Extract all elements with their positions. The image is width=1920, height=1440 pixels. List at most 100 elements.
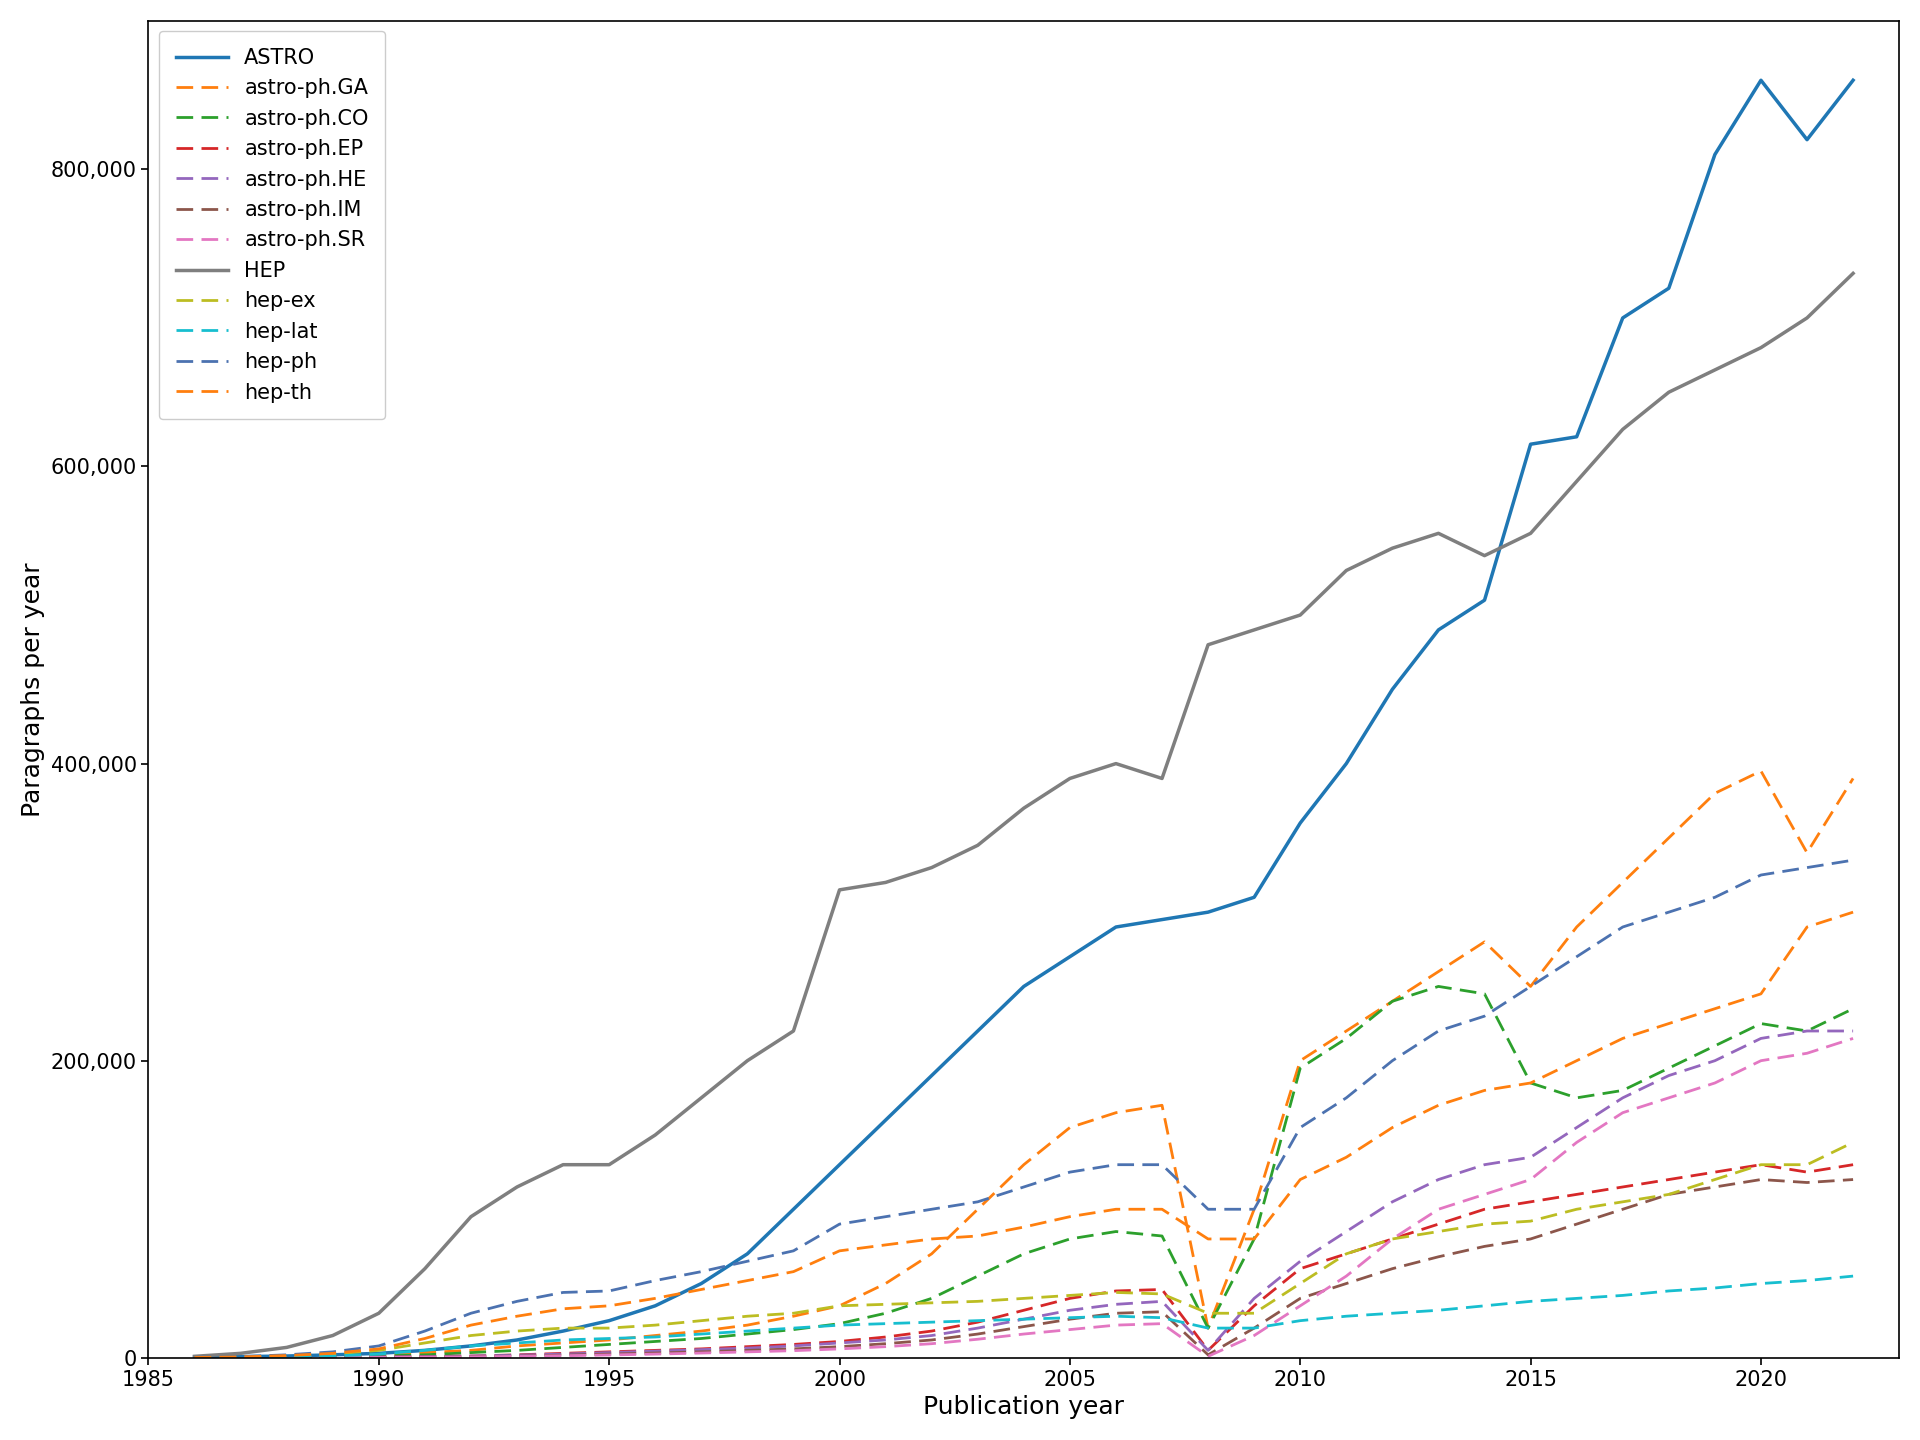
HEP <box>1519 524 1542 541</box>
astro-ph.GA <box>1749 762 1772 779</box>
hep-lat <box>182 1349 205 1367</box>
astro-ph.EP <box>1749 1156 1772 1174</box>
hep-lat <box>597 1331 620 1348</box>
ASTRO <box>689 1274 712 1292</box>
ASTRO <box>920 1067 943 1084</box>
astro-ph.IM <box>275 1349 298 1367</box>
astro-ph.IM <box>1104 1305 1127 1322</box>
hep-lat <box>321 1348 344 1365</box>
hep-ph <box>1427 1022 1450 1040</box>
hep-ex <box>1657 1185 1680 1202</box>
astro-ph.SR <box>1334 1267 1357 1284</box>
astro-ph.EP <box>505 1346 528 1364</box>
HEP <box>1196 636 1219 654</box>
Line: hep-lat: hep-lat <box>194 1276 1853 1358</box>
Line: hep-ex: hep-ex <box>194 1142 1853 1358</box>
astro-ph.EP <box>1841 1156 1864 1174</box>
astro-ph.GA <box>1427 963 1450 981</box>
ASTRO <box>1058 948 1081 965</box>
astro-ph.GA <box>828 1297 851 1315</box>
Line: astro-ph.EP: astro-ph.EP <box>194 1165 1853 1358</box>
astro-ph.EP <box>1058 1290 1081 1308</box>
astro-ph.HE <box>643 1342 666 1359</box>
astro-ph.IM <box>1519 1230 1542 1247</box>
hep-ph <box>781 1243 804 1260</box>
astro-ph.HE <box>367 1348 390 1365</box>
hep-ex <box>1242 1305 1265 1322</box>
hep-lat <box>1427 1302 1450 1319</box>
HEP <box>1611 420 1634 438</box>
astro-ph.IM <box>1473 1238 1496 1256</box>
astro-ph.HE <box>781 1338 804 1355</box>
astro-ph.EP <box>1334 1246 1357 1263</box>
astro-ph.EP <box>275 1349 298 1367</box>
ASTRO <box>1749 72 1772 89</box>
hep-lat <box>1150 1309 1173 1326</box>
hep-th <box>689 1280 712 1297</box>
astro-ph.CO <box>781 1320 804 1338</box>
ASTRO <box>828 1156 851 1174</box>
astro-ph.CO <box>1196 1319 1219 1336</box>
astro-ph.GA <box>321 1348 344 1365</box>
HEP <box>1749 338 1772 356</box>
hep-ph <box>1334 1089 1357 1106</box>
HEP <box>459 1208 482 1225</box>
HEP <box>1288 606 1311 624</box>
astro-ph.SR <box>874 1338 897 1355</box>
hep-ph <box>1749 867 1772 884</box>
HEP <box>1150 770 1173 788</box>
astro-ph.HE <box>1380 1194 1404 1211</box>
ASTRO <box>1657 279 1680 297</box>
astro-ph.SR <box>1012 1325 1035 1342</box>
astro-ph.SR <box>1611 1104 1634 1122</box>
hep-th <box>182 1349 205 1367</box>
ASTRO <box>1427 621 1450 638</box>
hep-ex <box>1288 1274 1311 1292</box>
ASTRO <box>505 1332 528 1349</box>
astro-ph.IM <box>735 1342 758 1359</box>
HEP <box>1427 524 1450 541</box>
Line: astro-ph.HE: astro-ph.HE <box>194 1031 1853 1358</box>
hep-th <box>1749 985 1772 1002</box>
ASTRO <box>1104 919 1127 936</box>
hep-lat <box>1473 1297 1496 1315</box>
astro-ph.SR <box>1473 1185 1496 1202</box>
astro-ph.IM <box>1841 1171 1864 1188</box>
HEP <box>1104 755 1127 772</box>
hep-lat <box>781 1319 804 1336</box>
astro-ph.EP <box>367 1348 390 1365</box>
astro-ph.SR <box>1565 1133 1588 1151</box>
hep-th <box>1427 1097 1450 1115</box>
hep-lat <box>1104 1308 1127 1325</box>
astro-ph.EP <box>735 1338 758 1355</box>
hep-th <box>1565 1053 1588 1070</box>
HEP <box>367 1305 390 1322</box>
hep-lat <box>1611 1287 1634 1305</box>
ASTRO <box>413 1342 436 1359</box>
hep-ph <box>689 1263 712 1280</box>
astro-ph.SR <box>828 1341 851 1358</box>
astro-ph.CO <box>1473 985 1496 1002</box>
astro-ph.HE <box>1242 1290 1265 1308</box>
astro-ph.HE <box>1104 1296 1127 1313</box>
hep-th <box>1288 1171 1311 1188</box>
hep-ph <box>1473 1008 1496 1025</box>
astro-ph.IM <box>1196 1346 1219 1364</box>
HEP <box>643 1126 666 1143</box>
astro-ph.IM <box>1657 1185 1680 1202</box>
astro-ph.GA <box>413 1344 436 1361</box>
astro-ph.IM <box>1795 1174 1818 1191</box>
Line: hep-th: hep-th <box>194 912 1853 1358</box>
Legend: ASTRO, astro-ph.GA, astro-ph.CO, astro-ph.EP, astro-ph.HE, astro-ph.IM, astro-ph: ASTRO, astro-ph.GA, astro-ph.CO, astro-p… <box>159 32 386 419</box>
astro-ph.IM <box>966 1325 989 1342</box>
astro-ph.GA <box>1703 785 1726 802</box>
astro-ph.CO <box>597 1336 620 1354</box>
hep-th <box>874 1237 897 1254</box>
hep-ex <box>275 1348 298 1365</box>
HEP <box>689 1089 712 1106</box>
HEP <box>735 1053 758 1070</box>
astro-ph.HE <box>1334 1223 1357 1240</box>
astro-ph.SR <box>1703 1074 1726 1092</box>
astro-ph.HE <box>920 1326 943 1344</box>
hep-th <box>275 1346 298 1364</box>
